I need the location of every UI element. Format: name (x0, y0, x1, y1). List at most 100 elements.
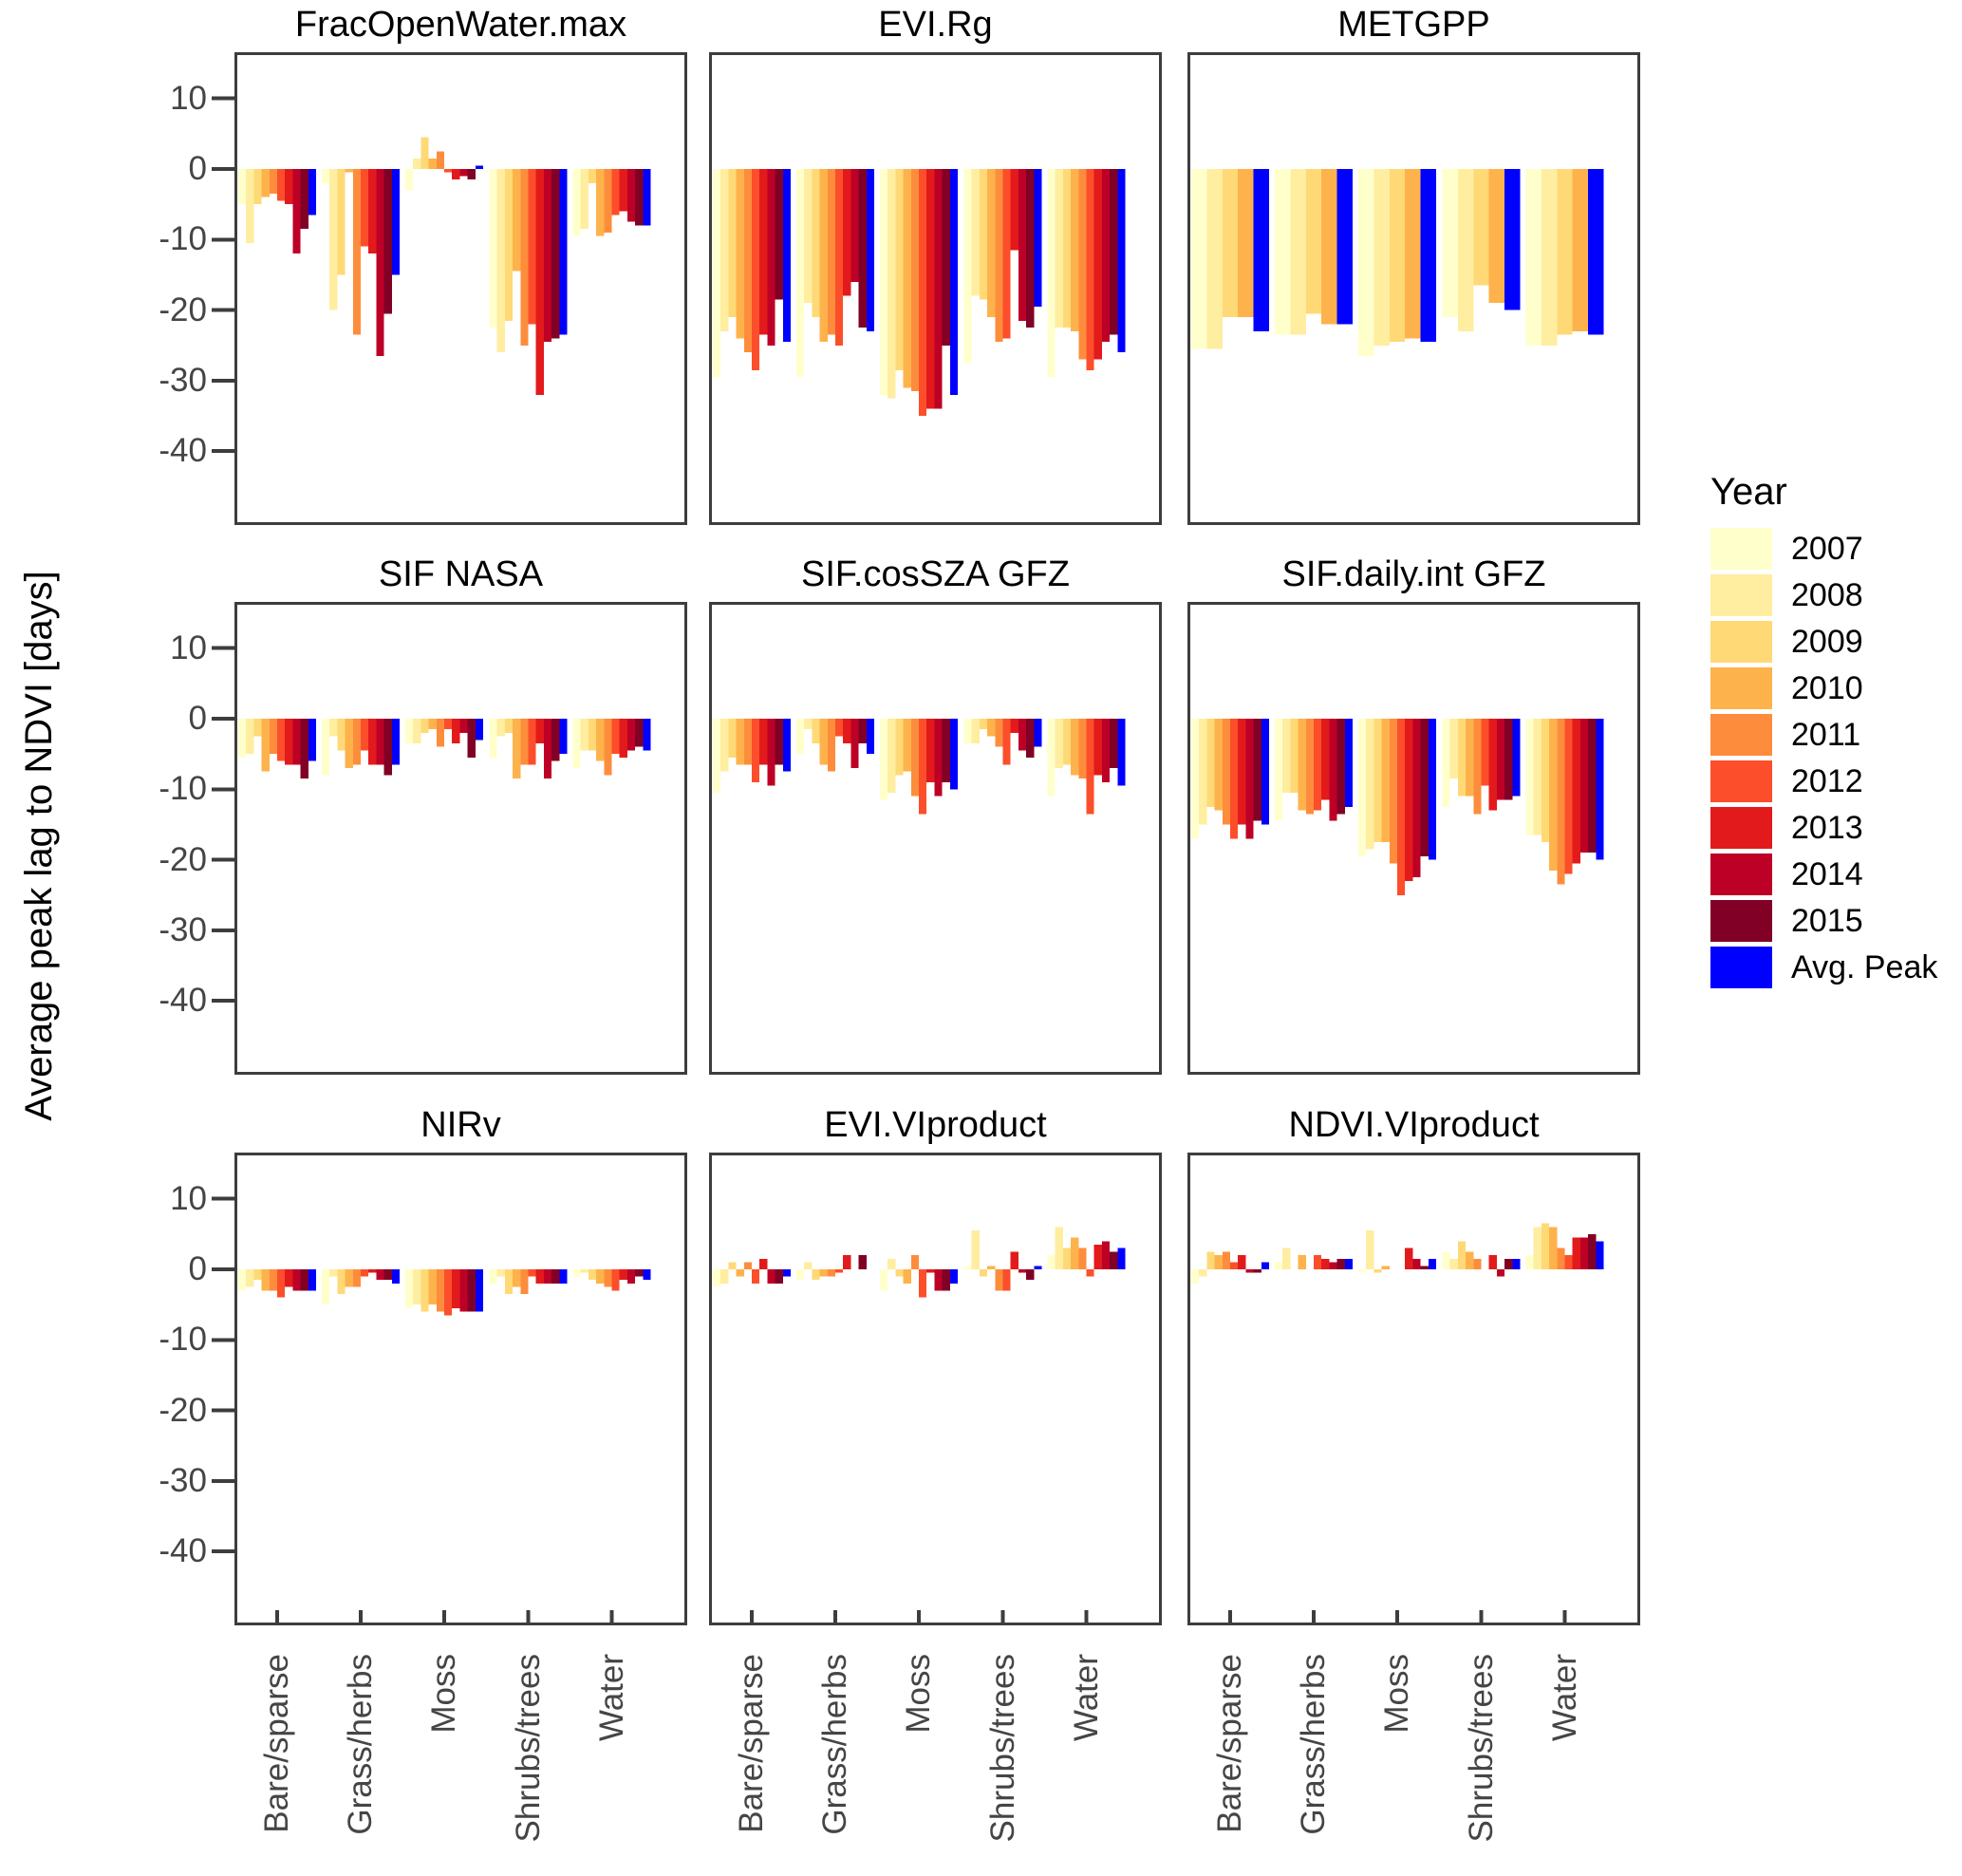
bar-bare-sparse-2011 (743, 1262, 752, 1269)
bar-bare-sparse-2013 (759, 169, 768, 335)
bar-bare-sparse-2013 (759, 1258, 768, 1269)
bar-bare-sparse-2014 (292, 1269, 301, 1291)
bar-bare-sparse-2011 (269, 1269, 277, 1291)
panel-plot-area-evi-viproduct (709, 1153, 1162, 1625)
panel-evi-rg (709, 52, 1162, 525)
bar-shrubs-trees-2010 (987, 719, 996, 737)
bar-moss-2009 (1373, 1269, 1382, 1273)
bar-water-2008 (1533, 1227, 1542, 1269)
legend-swatch-2007 (1710, 528, 1772, 570)
bar-grass-herbs-2010 (819, 719, 828, 765)
bar-grass-herbs-2012 (1314, 719, 1322, 811)
bar-shrubs-trees-2013 (1010, 719, 1018, 733)
category-label-text: Bare/sparse (733, 1654, 770, 1833)
bar-shrubs-trees-2013 (535, 1269, 544, 1284)
category-label-moss: Moss (900, 1654, 937, 1876)
bar-bare-sparse-2009 (253, 169, 262, 205)
bar-shrubs-trees-avg-peak (1512, 1258, 1521, 1269)
y-tick-label: -20 (159, 1391, 207, 1429)
bar-bare-sparse-2010 (261, 719, 270, 772)
bar-water-2012 (611, 719, 620, 755)
bar-bare-sparse-2011 (1222, 1251, 1230, 1269)
bar-bare-sparse-2008 (246, 1269, 254, 1287)
bar-grass-herbs-2010 (1298, 719, 1306, 811)
panel-ndvi-viproduct (1187, 1153, 1640, 1625)
bar-water-2007 (1525, 719, 1534, 835)
bar-shrubs-trees-2012 (528, 169, 536, 325)
bar-grass-herbs-2011 (352, 719, 361, 765)
bar-water-2010 (1549, 719, 1558, 871)
bar-water-2011 (1557, 719, 1565, 885)
bar-shrubs-trees-2013 (1010, 169, 1018, 251)
bar-shrubs-trees-2012 (1002, 1269, 1011, 1291)
bar-shrubs-trees-2010 (513, 169, 521, 272)
bar-water-2014 (1101, 169, 1111, 343)
bar-grass-herbs-2013 (1321, 719, 1330, 800)
panel-plot-area-ndvi-viproduct (1187, 1153, 1640, 1625)
bar-water-2011 (1078, 169, 1087, 360)
panel-border (709, 1153, 1162, 1625)
category-label-text: Grass/herbs (1295, 1654, 1332, 1835)
bar-moss-2015 (942, 169, 950, 346)
bar-grass-herbs-2010 (345, 169, 353, 173)
category-label-grass-herbs: Grass/herbs (1295, 1654, 1332, 1876)
bar-moss-2011 (436, 719, 444, 747)
bar-bare-sparse-2015 (1253, 1269, 1261, 1273)
bar-shrubs-trees-2013 (1488, 1255, 1497, 1269)
bar-moss-2014 (1412, 719, 1421, 878)
legend-item-label: 2007 (1791, 531, 1863, 567)
category-label-grass-herbs: Grass/herbs (342, 1654, 379, 1876)
bar-moss-2009 (1373, 719, 1382, 843)
bar-bare-sparse-2008 (720, 169, 729, 331)
panel-sif-daily-int-gfz (1187, 602, 1640, 1075)
bar-bare-sparse-2007 (713, 1269, 721, 1287)
bar-grass-herbs-2007 (322, 169, 330, 183)
panel-border (234, 1153, 687, 1625)
bar-water-2013 (1093, 719, 1102, 776)
bar-grass-herbs-2011 (827, 1269, 835, 1277)
category-label-shrubs-trees: Shrubs/trees (984, 1654, 1021, 1876)
bar-bare-sparse-avg-peak (782, 719, 791, 772)
bar-grass-herbs-2012 (361, 1269, 369, 1277)
panel-border (709, 52, 1162, 525)
bar-shrubs-trees-2013 (1488, 719, 1497, 811)
bar-moss-avg-peak (1420, 169, 1436, 343)
panel-title-evi-viproduct: EVI.VIproduct (824, 1105, 1047, 1145)
bar-bare-sparse-2014 (1245, 1269, 1254, 1273)
bar-grass-herbs-2009 (812, 169, 820, 318)
panel-plot-area-sif-daily-int-gfz (1187, 602, 1640, 1075)
category-label-text: Shrubs/trees (1462, 1654, 1500, 1843)
bar-moss-2009 (1389, 169, 1406, 343)
category-label-grass-herbs: Grass/herbs (816, 1654, 853, 1876)
bar-moss-2012 (919, 719, 927, 815)
bar-water-2014 (1579, 719, 1589, 854)
bar-moss-2011 (1389, 719, 1397, 864)
bar-bare-sparse-2012 (277, 1269, 286, 1298)
bar-bare-sparse-2011 (269, 719, 277, 755)
bar-moss-2008 (888, 1258, 896, 1269)
bar-grass-herbs-2014 (850, 719, 859, 769)
bar-bare-sparse-2014 (767, 169, 775, 346)
y-tick-label: 0 (188, 700, 207, 737)
bar-water-2010 (1572, 169, 1589, 331)
bar-grass-herbs-2015 (1336, 719, 1345, 815)
bar-shrubs-trees-avg-peak (1034, 1266, 1042, 1269)
bar-water-avg-peak (643, 719, 651, 751)
bar-shrubs-trees-2009 (504, 719, 514, 733)
bar-shrubs-trees-2008 (971, 169, 980, 296)
bar-shrubs-trees-2008 (1449, 719, 1458, 779)
bar-grass-herbs-2010 (1321, 169, 1337, 325)
category-label-moss: Moss (425, 1654, 462, 1876)
bar-shrubs-trees-avg-peak (559, 719, 568, 755)
bar-moss-2012 (919, 169, 927, 417)
bar-moss-2010 (1405, 169, 1421, 339)
bar-shrubs-trees-2015 (551, 719, 560, 761)
bar-shrubs-trees-2015 (1026, 169, 1035, 328)
bar-shrubs-trees-2008 (496, 169, 505, 353)
bar-shrubs-trees-2011 (1473, 1258, 1482, 1269)
bar-grass-herbs-2014 (376, 1269, 384, 1281)
bar-moss-2009 (420, 137, 429, 169)
bar-shrubs-trees-2015 (1504, 719, 1513, 800)
bar-bare-sparse-2007 (1191, 1269, 1200, 1284)
